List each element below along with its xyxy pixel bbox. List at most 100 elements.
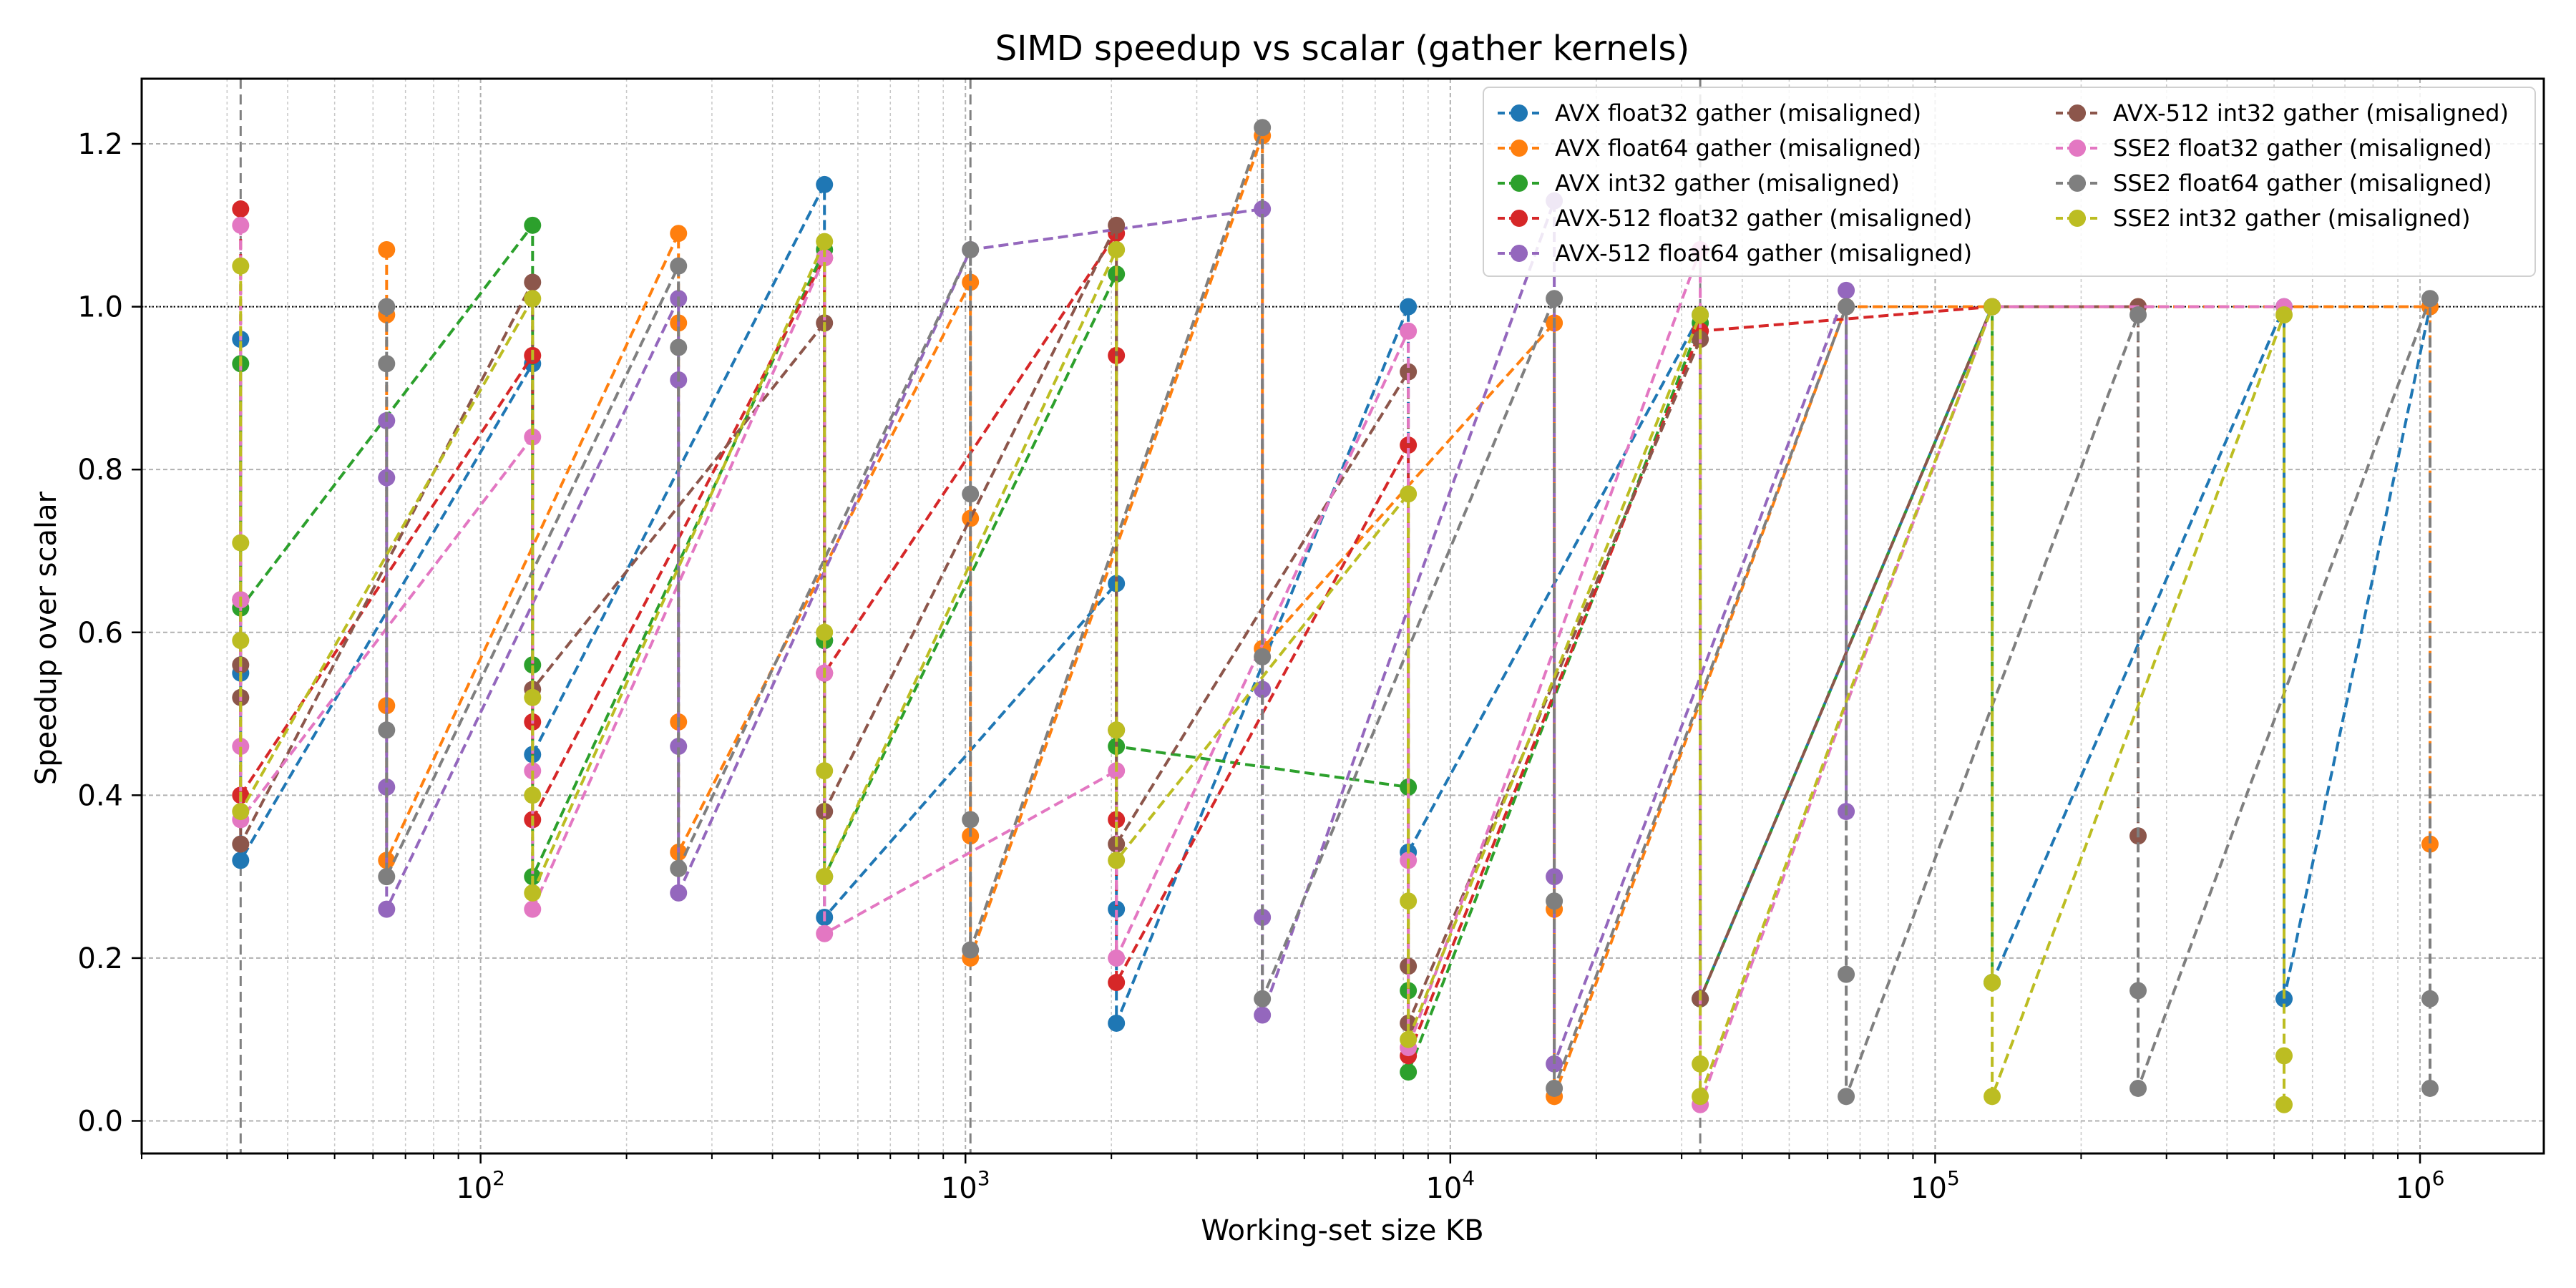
series-point-3 [1108, 974, 1126, 992]
y-tick-label: 0.2 [77, 942, 123, 975]
series-point-8 [816, 233, 834, 250]
series-point-7 [2129, 1079, 2147, 1097]
series-point-3 [232, 200, 250, 218]
legend-marker [2069, 104, 2086, 122]
x-axis-label: Working-set size KB [1201, 1214, 1483, 1247]
x-tick-label: 104 [1425, 1166, 1475, 1205]
legend: AVX float32 gather (misaligned) AVX float… [1483, 87, 2536, 277]
series-point-2 [1400, 1063, 1418, 1081]
series-point-8 [816, 868, 834, 886]
series-line-8 [239, 240, 2285, 1105]
legend-marker [2069, 210, 2086, 227]
series-point-8 [232, 257, 250, 275]
axes-frame [140, 77, 2545, 1155]
series-point-4 [1254, 1006, 1272, 1024]
series-point-4 [378, 900, 396, 918]
legend-label: AVX-512 float32 gather (misaligned) [1555, 205, 1972, 232]
series-point-2 [524, 656, 542, 674]
series-line-4 [385, 200, 1848, 1065]
legend-entry: AVX int32 gather (misaligned) [1498, 170, 1900, 197]
series-point-7 [962, 811, 980, 829]
series-point-7 [378, 355, 396, 373]
series-point-8 [1984, 298, 2001, 316]
x-tick-label-exponent: 4 [1462, 1166, 1475, 1190]
y-tick-label: 0.0 [77, 1105, 123, 1138]
x-tick-label: 103 [941, 1166, 990, 1205]
series-point-7 [378, 868, 396, 886]
series-point-0 [1108, 1014, 1126, 1032]
legend-marker [1511, 104, 1528, 122]
series-point-6 [232, 738, 250, 756]
x-tick-label-exponent: 5 [1947, 1166, 1960, 1190]
series-point-0 [1108, 900, 1126, 918]
y-axis-label: Speedup over scalar [30, 491, 63, 785]
legend-label: AVX int32 gather (misaligned) [1555, 170, 1900, 197]
series-line-0 [239, 183, 2431, 1024]
series-point-7 [2129, 982, 2147, 1000]
legend-marker [1511, 140, 1528, 157]
legend-label: SSE2 float32 gather (misaligned) [2113, 135, 2492, 162]
series-point-8 [524, 290, 542, 308]
series-point-0 [1400, 298, 1418, 316]
series-point-7 [1838, 1088, 1855, 1106]
series-point-7 [2421, 290, 2439, 308]
series-point-7 [2421, 1079, 2439, 1097]
series-point-8 [1692, 306, 1709, 323]
legend-entry: AVX-512 float32 gather (misaligned) [1498, 205, 1972, 232]
series-point-6 [524, 428, 542, 446]
series-point-5 [524, 273, 542, 291]
series-line-7 [385, 127, 2431, 1097]
series-point-4 [1254, 200, 1272, 218]
legend-marker [1511, 175, 1528, 192]
series-point-7 [1546, 892, 1563, 910]
series-point-8 [1692, 1088, 1709, 1106]
series-point-5 [1108, 216, 1126, 234]
legend-marker [2069, 140, 2086, 157]
series-point-8 [1108, 721, 1126, 739]
series-point-8 [1984, 1088, 2001, 1106]
series-point-0 [232, 852, 250, 869]
series-point-4 [670, 884, 688, 902]
series-point-5 [232, 835, 250, 853]
series-point-7 [2129, 306, 2147, 323]
legend-label: AVX-512 float64 gather (misaligned) [1555, 240, 1972, 267]
series-point-8 [524, 688, 542, 706]
x-tick-label-base: 10 [2396, 1172, 2432, 1205]
x-tick-label: 105 [1911, 1166, 1960, 1205]
legend-entry: AVX-512 float64 gather (misaligned) [1498, 240, 1972, 267]
series-point-6 [524, 900, 542, 918]
series-point-0 [816, 175, 834, 193]
series-point-8 [1984, 974, 2001, 992]
series-point-7 [670, 257, 688, 275]
series-point-6 [232, 216, 250, 234]
legend-entry: SSE2 int32 gather (misaligned) [2056, 205, 2470, 232]
x-tick-label-exponent: 2 [492, 1166, 505, 1190]
series-point-4 [1838, 281, 1855, 299]
y-tick-label: 0.8 [77, 454, 123, 487]
legend-marker [1511, 245, 1528, 262]
series-point-5 [1400, 363, 1418, 381]
y-tick-label: 1.2 [77, 128, 123, 161]
legend-marker [1511, 210, 1528, 227]
series-point-8 [1400, 892, 1418, 910]
legend-label: AVX float64 gather (misaligned) [1555, 135, 1921, 162]
series-point-7 [1254, 119, 1272, 137]
series-point-8 [1108, 852, 1126, 869]
series-point-8 [232, 632, 250, 650]
legend-label: SSE2 int32 gather (misaligned) [2113, 205, 2470, 232]
series-point-7 [378, 721, 396, 739]
series-point-7 [1254, 648, 1272, 665]
series-point-7 [2421, 990, 2439, 1008]
series-point-1 [670, 225, 688, 243]
series-point-4 [378, 778, 396, 796]
chart-title: SIMD speedup vs scalar (gather kernels) [995, 29, 1690, 69]
x-tick-label-exponent: 6 [2432, 1166, 2445, 1190]
legend-entry: AVX-512 int32 gather (misaligned) [2056, 99, 2509, 127]
series-point-7 [962, 485, 980, 503]
series-point-8 [1400, 1030, 1418, 1048]
y-tick-label: 1.0 [77, 291, 123, 324]
x-tick-label-base: 10 [456, 1172, 492, 1205]
series-point-8 [1400, 485, 1418, 503]
